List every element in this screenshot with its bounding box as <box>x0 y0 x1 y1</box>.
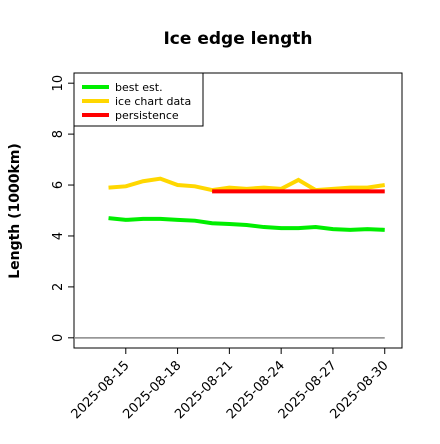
y-tick-label: 4 <box>51 232 66 240</box>
y-axis-label: Length (1000km) <box>7 143 23 279</box>
y-tick-label: 6 <box>51 181 66 189</box>
y-tick-label: 8 <box>51 130 66 138</box>
y-tick-label: 10 <box>51 75 66 92</box>
y-tick-label: 0 <box>51 334 66 342</box>
chart-title: Ice edge length <box>163 29 312 49</box>
legend-label: ice chart data <box>115 95 191 108</box>
plot-frame <box>73 72 403 349</box>
legend-label: best est. <box>115 81 163 94</box>
legend-label: persistence <box>115 109 179 122</box>
y-tick-label: 2 <box>51 283 66 291</box>
series-line <box>108 216 385 232</box>
series-line <box>108 176 386 193</box>
